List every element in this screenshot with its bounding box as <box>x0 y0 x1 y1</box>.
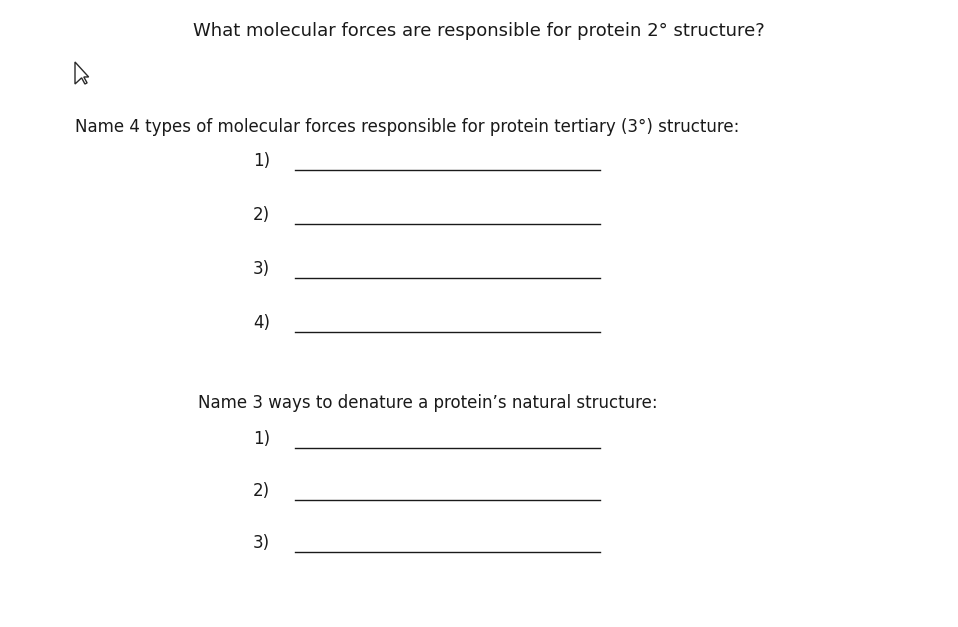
Text: 3): 3) <box>253 260 270 278</box>
Text: Name 4 types of molecular forces responsible for protein tertiary (3°) structure: Name 4 types of molecular forces respons… <box>75 118 740 136</box>
Text: 2): 2) <box>253 482 270 500</box>
Polygon shape <box>75 62 89 84</box>
Text: 2): 2) <box>253 206 270 224</box>
Text: 3): 3) <box>253 534 270 552</box>
Text: 1): 1) <box>253 152 270 170</box>
Text: 1): 1) <box>253 430 270 448</box>
Text: What molecular forces are responsible for protein 2° structure?: What molecular forces are responsible fo… <box>194 22 764 40</box>
Text: 4): 4) <box>253 314 270 332</box>
Text: Name 3 ways to denature a protein’s natural structure:: Name 3 ways to denature a protein’s natu… <box>198 394 657 412</box>
